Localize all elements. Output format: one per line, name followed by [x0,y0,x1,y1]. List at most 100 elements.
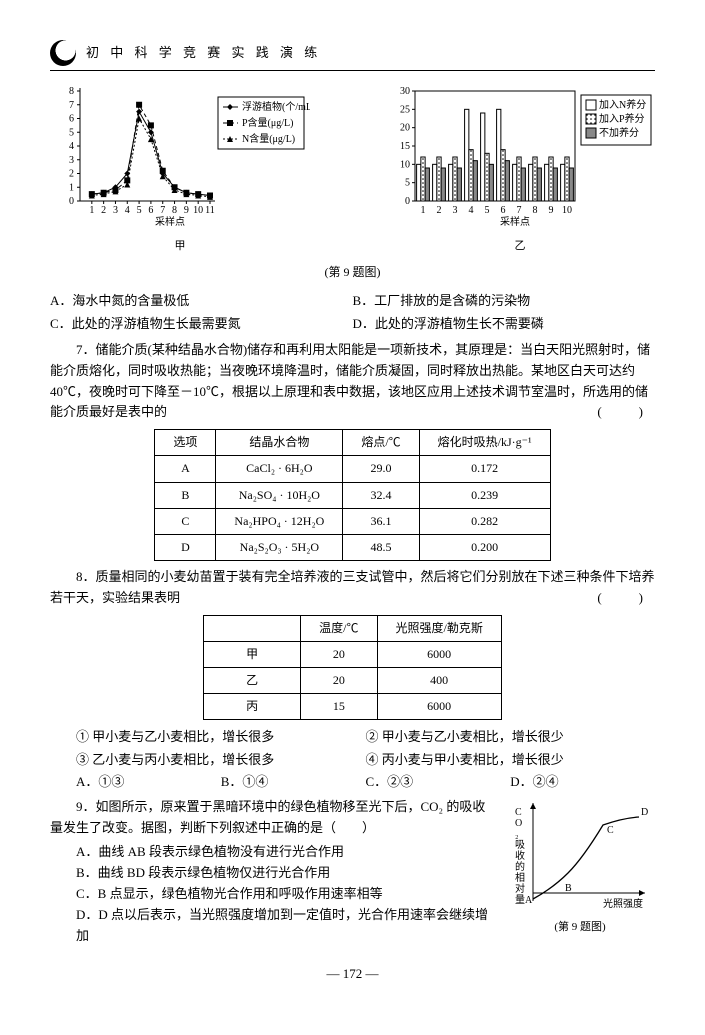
table-row: BNa₂SO₄ · 10H₂O32.40.239 [155,482,550,508]
svg-text:10: 10 [193,205,203,216]
th: 选项 [155,430,216,456]
page-number: — 172 — [50,964,655,985]
svg-text:5: 5 [137,205,142,216]
th: 结晶水合物 [216,430,343,456]
table-row: 乙20400 [204,668,502,694]
q8-text: 8．质量相同的小麦幼苗置于装有完全培养液的三支试管中，然后将它们分别放在下述三种… [50,567,655,609]
q9-figure: ABCD光照强度CO₂吸收的相对量 (第 9 题图) [505,793,655,937]
q9-body: 9．如图所示，原来置于黑暗环境中的绿色植物移至光下后，CO₂ 的吸收量发生了改变… [50,797,497,839]
svg-text:C: C [515,807,522,818]
table-header-row: 温度/℃ 光照强度/勒克斯 [204,615,502,641]
svg-text:9: 9 [184,205,189,216]
chart-yi-label: 乙 [385,238,655,256]
stmt: ② 甲小麦与乙小麦相比，增长很少 [366,726,656,749]
svg-text:8: 8 [69,86,74,97]
svg-text:25: 25 [400,104,410,115]
q9: 9．如图所示，原来置于黑暗环境中的绿色植物移至光下后，CO₂ 的吸收量发生了改变… [50,793,655,947]
q8-body: 8．质量相同的小麦幼苗置于装有完全培养液的三支试管中，然后将它们分别放在下述三种… [50,569,655,605]
table-row: CNa₂HPO₄ · 12H₂O36.10.282 [155,508,550,534]
chart-jia-label: 甲 [50,238,310,256]
svg-text:4: 4 [125,205,130,216]
svg-text:不加养分: 不加养分 [599,126,639,139]
svg-text:30: 30 [400,86,410,97]
svg-text:3: 3 [453,205,458,216]
th: 熔化时吸热/kJ·g⁻¹ [419,430,550,456]
svg-text:O: O [515,818,522,829]
svg-text:11: 11 [205,205,215,216]
svg-text:光照强度: 光照强度 [603,897,643,910]
svg-text:0: 0 [69,196,74,207]
svg-text:采样点: 采样点 [500,215,530,228]
page-header: 初 中 科 学 竞 赛 实 践 演 练 [50,40,655,71]
book-title: 初 中 科 学 竞 赛 实 践 演 练 [86,43,321,64]
q8-options: A．①③ B．①④ C．②③ D．②④ [50,772,655,793]
svg-text:1: 1 [69,182,74,193]
svg-text:A: A [525,895,533,906]
svg-text:7: 7 [517,205,522,216]
svg-text:加入N养分: 加入N养分 [599,98,646,111]
svg-text:20: 20 [400,123,410,134]
svg-text:3: 3 [113,205,118,216]
chart-yi: 05101520253012345678910采样点加入N养分加入P养分不加养分… [385,81,655,255]
stmt: ③ 乙小麦与丙小麦相比，增长很多 [76,749,366,772]
svg-text:15: 15 [400,141,410,152]
q8-opt-b: B．①④ [221,772,366,793]
svg-text:10: 10 [400,159,410,170]
figure-9-charts: 0123456781234567891011采样点浮游植物(个/mL)P含量(μ… [50,81,655,255]
svg-text:7: 7 [160,205,165,216]
svg-text:加入P养分: 加入P养分 [599,112,645,125]
table-row: ACaCl₂ · 6H₂O29.00.172 [155,456,550,482]
svg-text:2: 2 [69,169,74,180]
svg-text:1: 1 [89,205,94,216]
svg-text:收: 收 [515,849,525,862]
answer-paren: ( ) [571,402,655,423]
th: 熔点/℃ [343,430,419,456]
svg-text:8: 8 [172,205,177,216]
q9-fig-caption: (第 9 题图) [505,919,655,937]
q9-opt-d: D．D 点以后表示，当光照强度增加到一定值时，光合作用速率会继续增加 [50,905,497,947]
svg-text:5: 5 [405,178,410,189]
svg-text:5: 5 [485,205,490,216]
stmt: ① 甲小麦与乙小麦相比，增长很多 [76,726,366,749]
q6-opt-b: B．工厂排放的是含磷的污染物 [353,290,656,313]
q8-statements: ① 甲小麦与乙小麦相比，增长很多 ② 甲小麦与乙小麦相比，增长很少 ③ 乙小麦与… [50,726,655,772]
q7-body: 7．储能介质(某种结晶水合物)储存和再利用太阳能是一项新技术，其原理是：当白天阳… [50,342,650,419]
chart-yi-svg: 05101520253012345678910采样点加入N养分加入P养分不加养分 [385,81,655,231]
svg-text:₂: ₂ [515,829,519,840]
q6-opt-a: A．海水中氮的含量极低 [50,290,353,313]
q8-opt-a: A．①③ [76,772,221,793]
q7-text: 7．储能介质(某种结晶水合物)储存和再利用太阳能是一项新技术，其原理是：当白天阳… [50,340,655,423]
svg-text:的: 的 [515,860,525,873]
svg-text:4: 4 [469,205,474,216]
svg-text:D: D [641,807,648,818]
q6-options: A．海水中氮的含量极低 B．工厂排放的是含磷的污染物 C．此处的浮游植物生长最需… [50,290,655,336]
svg-text:0: 0 [405,196,410,207]
q9-opt-b: B．曲线 BD 段表示绿色植物仅进行光合作用 [50,863,497,884]
svg-text:吸: 吸 [515,840,525,851]
table-row: DNa₂S₂O₃ · 5H₂O48.50.200 [155,534,550,560]
svg-text:2: 2 [437,205,442,216]
q6-opt-c: C．此处的浮游植物生长最需要氮 [50,313,353,336]
svg-text:6: 6 [148,205,153,216]
svg-text:6: 6 [501,205,506,216]
svg-text:C: C [607,825,614,836]
svg-text:8: 8 [533,205,538,216]
moon-icon [50,40,76,66]
svg-text:1: 1 [421,205,426,216]
svg-text:6: 6 [69,114,74,125]
svg-text:P含量(μg/L): P含量(μg/L) [242,116,293,129]
q9-opt-a: A．曲线 AB 段表示绿色植物没有进行光合作用 [50,842,497,863]
table-row: 甲206000 [204,641,502,667]
chart-jia-svg: 0123456781234567891011采样点浮游植物(个/mL)P含量(μ… [50,81,310,231]
q9-curve-svg: ABCD光照强度CO₂吸收的相对量 [505,793,655,913]
table-row: 丙156000 [204,694,502,720]
svg-text:B: B [565,883,572,894]
svg-text:相: 相 [515,871,525,884]
svg-text:10: 10 [562,205,572,216]
svg-text:9: 9 [549,205,554,216]
svg-text:采样点: 采样点 [155,215,185,228]
svg-text:3: 3 [69,155,74,166]
figure-9-caption: (第 9 题图) [50,263,655,282]
svg-text:5: 5 [69,127,74,138]
svg-text:浮游植物(个/mL): 浮游植物(个/mL) [242,100,310,113]
